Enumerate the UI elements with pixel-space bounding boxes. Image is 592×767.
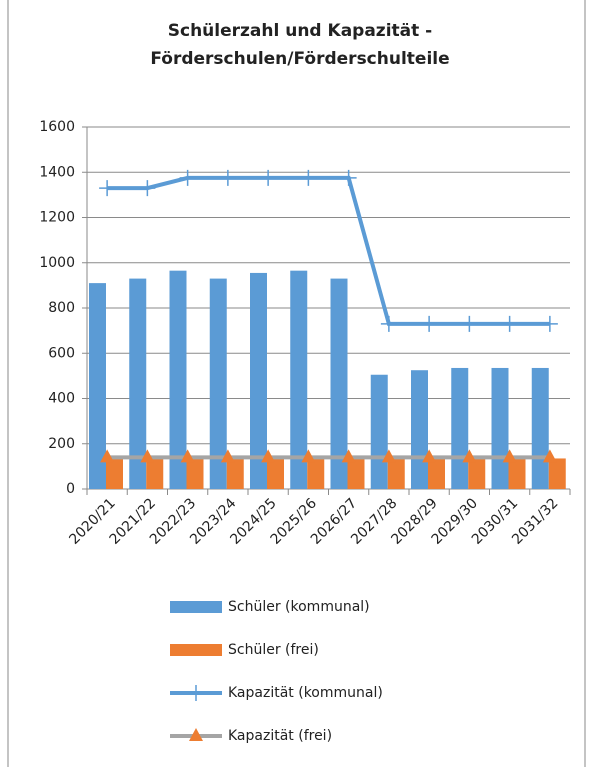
line-marker <box>219 169 236 186</box>
bar <box>491 367 509 489</box>
bar <box>89 283 106 489</box>
bar <box>250 272 267 489</box>
bar <box>129 278 147 489</box>
bar <box>290 270 308 489</box>
bar <box>428 457 445 489</box>
line-marker <box>139 180 156 197</box>
legend-marker <box>188 685 204 701</box>
line-marker <box>180 449 195 463</box>
y-tick-label: 1600 <box>39 119 75 135</box>
line-marker <box>261 449 276 463</box>
line-marker <box>462 449 477 463</box>
y-tick-label: 0 <box>66 481 75 497</box>
line-marker <box>341 449 356 463</box>
line-marker <box>301 449 316 463</box>
bar <box>451 367 469 489</box>
line-marker <box>422 449 437 463</box>
line-marker <box>260 169 277 186</box>
y-tick-label: 200 <box>48 436 75 452</box>
bar <box>370 374 388 489</box>
bar <box>347 457 365 489</box>
legend-swatch <box>170 601 222 613</box>
bar <box>106 457 123 489</box>
bar <box>508 457 526 489</box>
line-marker <box>502 449 517 463</box>
bar <box>330 278 348 489</box>
line-marker <box>380 315 397 332</box>
line-marker <box>300 169 317 186</box>
bar <box>411 370 428 489</box>
bar <box>226 457 244 489</box>
bar <box>531 367 549 489</box>
y-tick-label: 1000 <box>39 255 75 271</box>
chart-title: Förderschulen/Förderschulteile <box>150 49 449 69</box>
line-marker <box>140 449 155 463</box>
bar <box>169 270 187 489</box>
line-marker <box>99 180 116 197</box>
y-tick-label: 1200 <box>39 210 75 226</box>
legend-label: Schüler (kommunal) <box>228 599 370 615</box>
bar <box>209 278 227 489</box>
bar <box>307 457 325 489</box>
legend-marker <box>189 728 203 741</box>
line-marker <box>421 315 438 332</box>
bar <box>186 457 204 489</box>
y-tick-label: 600 <box>48 345 75 361</box>
line-marker <box>501 315 518 332</box>
line-marker <box>542 449 557 463</box>
bar <box>267 457 284 489</box>
line-marker <box>340 169 357 186</box>
chart-title: Schülerzahl und Kapazität - <box>168 21 432 41</box>
legend-swatch <box>170 644 222 656</box>
y-tick-label: 1400 <box>39 164 75 180</box>
line-marker <box>541 315 558 332</box>
y-tick-label: 800 <box>48 300 75 316</box>
line-marker <box>100 449 115 463</box>
legend-label: Kapazität (kommunal) <box>228 685 383 701</box>
line-marker <box>381 449 396 463</box>
legend-label: Kapazität (frei) <box>228 728 332 744</box>
line-marker <box>179 169 196 186</box>
line-marker <box>220 449 235 463</box>
line-marker <box>461 315 478 332</box>
bar <box>146 457 164 489</box>
bar <box>387 457 405 489</box>
bar <box>548 458 566 489</box>
bar <box>468 457 486 489</box>
y-tick-label: 400 <box>48 391 75 407</box>
legend-label: Schüler (frei) <box>228 642 319 658</box>
